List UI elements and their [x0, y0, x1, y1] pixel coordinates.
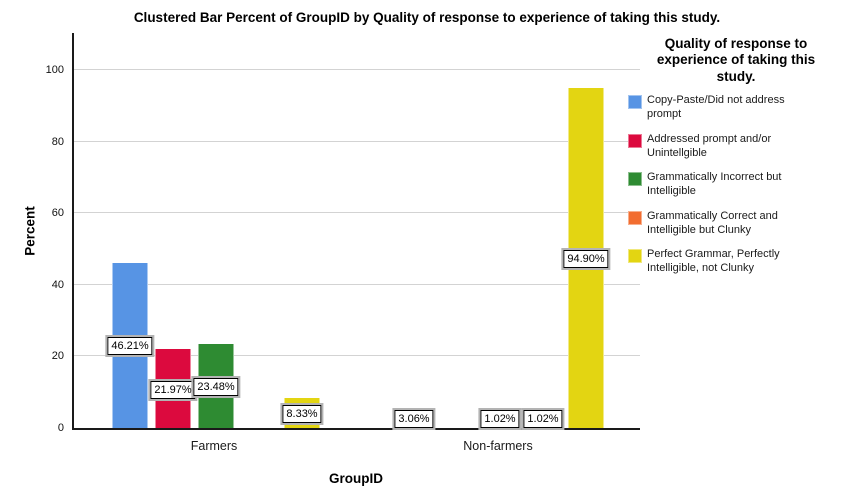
bar-slot	[439, 33, 475, 428]
bar-slot: 3.06%	[392, 33, 436, 430]
legend-swatch-icon	[628, 95, 642, 110]
value-label: 8.33%	[280, 403, 324, 426]
legend-item-label: Perfect Grammar, Perfectly Intelligible,…	[647, 248, 780, 275]
value-label: 46.21%	[105, 335, 155, 358]
value-label: 1.02%	[521, 408, 565, 430]
gridline-y-80	[74, 140, 640, 142]
bar-slot: 1.02%	[521, 33, 565, 430]
legend-title: Quality of response to experience of tak…	[656, 36, 816, 84]
legend-item-5: Perfect Grammar, Perfectly Intelligible,…	[628, 248, 844, 276]
y-tick-label-20: 20	[51, 350, 64, 363]
gridline-y-40	[74, 283, 640, 285]
legend-swatch-icon	[628, 249, 642, 264]
gridline-y-60	[74, 212, 640, 214]
bar-slot: 46.21%	[105, 33, 155, 428]
plot-area: 46.21% 21.97% 23.48% 8.33% 3.06% 1.02% 1.02% 94…	[72, 33, 640, 430]
legend-item-label: Addressed prompt and/or Unintellgible	[647, 132, 772, 159]
legend: Quality of response to experience of tak…	[628, 36, 844, 287]
legend-items: Copy-Paste/Did not address prompt Address…	[628, 94, 844, 276]
y-tick-label-80: 80	[51, 135, 64, 148]
x-category-label-non-farmers: Non-farmers	[463, 439, 533, 453]
legend-item-label: Grammatically Incorrect but Intelligible	[647, 171, 782, 198]
legend-swatch-icon	[628, 172, 642, 187]
bar-slot: 94.90%	[561, 33, 611, 428]
legend-item-label: Copy-Paste/Did not address prompt	[647, 94, 785, 121]
legend-swatch-icon	[628, 210, 642, 225]
x-axis-title: GroupID	[329, 471, 383, 486]
legend-item-3: Grammatically Incorrect but Intelligible	[628, 171, 844, 199]
bar-slot: 1.02%	[478, 33, 522, 430]
legend-item-1: Copy-Paste/Did not address prompt	[628, 94, 844, 122]
value-label: 21.97%	[148, 378, 198, 401]
value-label: 3.06%	[392, 408, 436, 430]
bar-group-farmers: 46.21% 21.97% 23.48% 8.33%	[74, 33, 358, 428]
y-tick-label-0: 0	[57, 422, 64, 434]
bar-group-non-farmers: 3.06% 1.02% 1.02% 94.90%	[358, 33, 642, 430]
bar-slot: 8.33%	[280, 33, 324, 428]
legend-item-label: Grammatically Correct and Intelligible b…	[647, 209, 778, 236]
x-category-label-farmers: Farmers	[190, 439, 238, 453]
chart-title: Clustered Bar Percent of GroupID by Qual…	[133, 10, 721, 25]
y-tick-label-100: 100	[45, 64, 64, 76]
gridline-y-20	[74, 355, 640, 357]
bar-slot	[241, 33, 277, 428]
y-tick-label-40: 40	[51, 278, 64, 291]
y-tick-label-60: 60	[51, 207, 64, 220]
bar-slot: 23.48%	[191, 33, 241, 428]
legend-item-4: Grammatically Correct and Intelligible b…	[628, 210, 844, 238]
value-label: 23.48%	[191, 375, 241, 398]
value-label: 94.90%	[561, 248, 611, 271]
legend-item-2: Addressed prompt and/or Unintellgible	[628, 133, 844, 161]
value-label: 1.02%	[478, 408, 522, 430]
legend-swatch-icon	[628, 133, 642, 148]
gridline-y-100	[74, 69, 640, 70]
bar-slot: 21.97%	[148, 33, 198, 428]
